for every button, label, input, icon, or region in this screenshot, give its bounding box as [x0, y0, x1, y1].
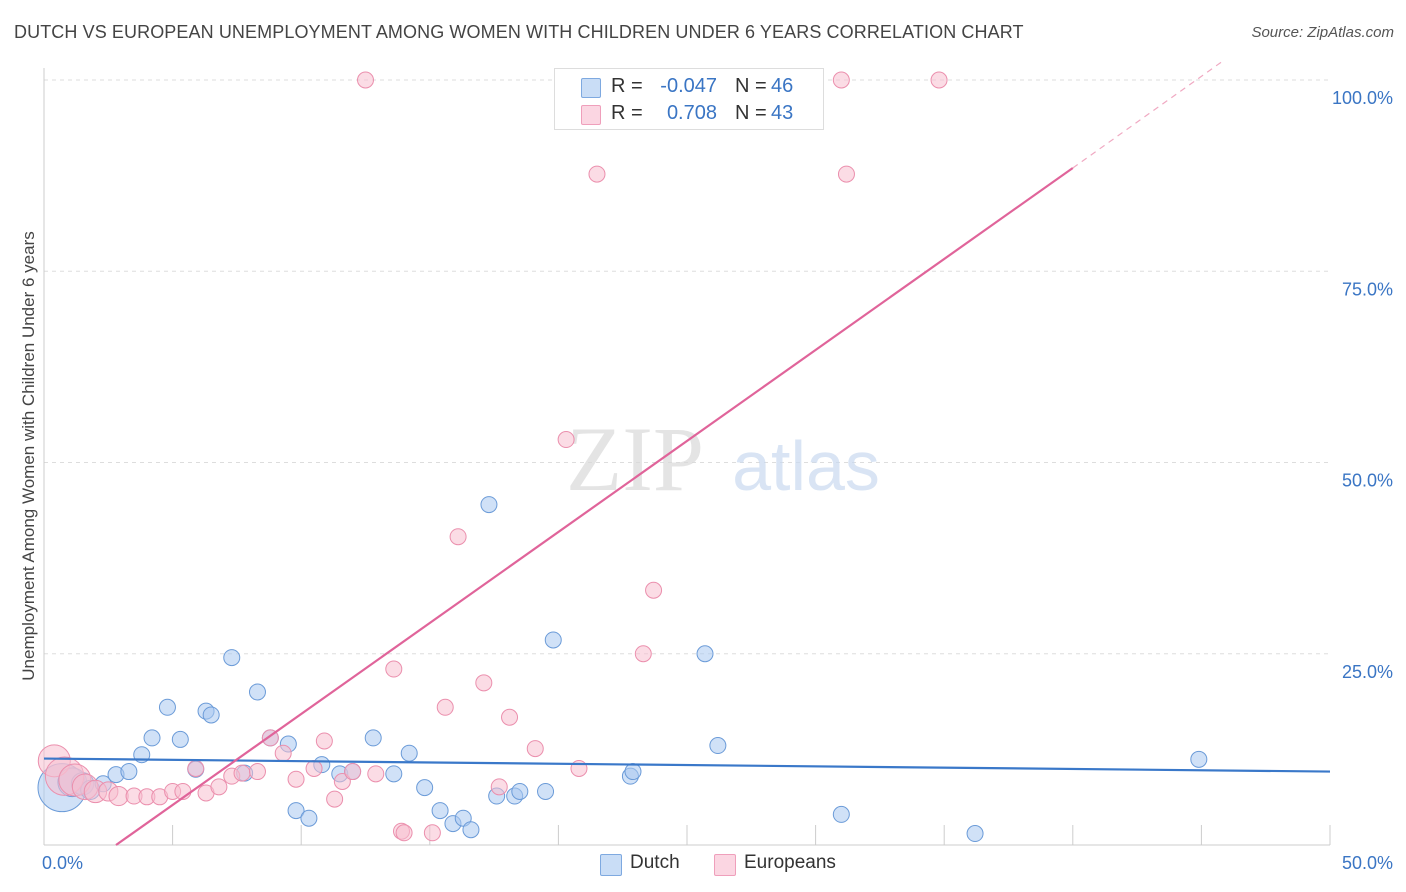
trend-lines: [43, 61, 1331, 846]
dutch-point: [248, 683, 266, 701]
legend-swatch-europeans: [714, 854, 736, 876]
legend-row-dutch: R = -0.047 N = 46: [555, 75, 823, 101]
dutch-point: [120, 763, 138, 781]
legend-n-value: 46: [771, 75, 794, 97]
europeans-point: [645, 581, 663, 599]
dutch-point: [287, 802, 305, 820]
europeans-point: [449, 528, 467, 546]
watermark: ZIP atlas: [566, 408, 880, 510]
legend-label-dutch: Dutch: [630, 852, 680, 873]
y-tick-label: 25.0%: [1342, 662, 1393, 682]
dutch-point: [1190, 750, 1208, 768]
europeans-point: [287, 770, 305, 788]
legend-label-europeans: Europeans: [744, 852, 836, 873]
dutch-point: [462, 821, 480, 839]
europeans-point: [274, 744, 292, 762]
europeans-point: [187, 760, 205, 777]
europeans-point: [108, 785, 129, 807]
y-tick-label: 75.0%: [1342, 279, 1393, 299]
dutch-point: [696, 645, 714, 663]
dutch-point: [202, 706, 220, 724]
legend-n-label: N =: [735, 102, 767, 124]
dutch-point: [158, 698, 176, 716]
europeans-point: [501, 708, 519, 726]
europeans-point: [233, 764, 251, 782]
europeans-point: [634, 645, 652, 663]
gridlines: [44, 79, 1330, 655]
dutch-point: [511, 782, 529, 800]
europeans-point: [832, 71, 850, 89]
y-tick-label: 100.0%: [1332, 88, 1393, 108]
europeans-point: [305, 760, 323, 777]
europeans-point: [423, 824, 441, 842]
legend-r-value: 0.708: [666, 102, 717, 124]
dutch-point: [300, 809, 318, 827]
tick-labels: 25.0% 50.0% 75.0% 100.0% 0.0% 50.0%: [42, 88, 1393, 873]
europeans-point: [315, 732, 333, 750]
legend-r-label: R =: [611, 75, 643, 97]
europeans-point: [436, 698, 454, 716]
dutch-point: [400, 744, 418, 762]
europeans-point: [248, 763, 266, 781]
europeans-point: [475, 674, 493, 692]
europeans-point: [344, 763, 362, 781]
x-tick-label: 50.0%: [1342, 853, 1393, 873]
legend-n-value: 43: [771, 102, 794, 124]
dutch-point: [544, 631, 562, 649]
legend-r-label: R =: [611, 102, 643, 124]
legend-r-value: -0.047: [660, 75, 717, 97]
dutch-point: [832, 805, 850, 823]
europeans-point: [930, 71, 948, 89]
x-tick-label: 0.0%: [42, 853, 83, 873]
dutch-point: [966, 825, 984, 843]
dutch-point: [709, 737, 727, 755]
dutch-point: [143, 729, 161, 747]
y-axis-label: Unemployment Among Women with Children U…: [19, 231, 38, 680]
legend-n-label: N =: [735, 75, 767, 97]
legend-swatch-dutch: [581, 78, 601, 98]
dutch-trend-line: [43, 757, 1331, 773]
dutch-point: [537, 782, 555, 800]
dutch-point: [364, 729, 382, 747]
europeans-points: [37, 71, 948, 842]
europeans-trend-extension: [1072, 61, 1223, 169]
europeans-trend-line: [115, 167, 1074, 846]
europeans-point: [837, 165, 855, 183]
europeans-point: [588, 165, 606, 183]
dutch-point: [624, 763, 642, 781]
europeans-point: [490, 778, 508, 796]
series-legend: Dutch Europeans: [0, 852, 1406, 878]
europeans-point: [557, 431, 575, 449]
dutch-point: [416, 779, 434, 797]
dutch-point: [223, 649, 241, 667]
watermark-atlas: atlas: [732, 427, 880, 505]
legend-swatch-europeans: [581, 105, 601, 125]
axes: [43, 68, 1331, 846]
source-label: Source: ZipAtlas.com: [1251, 24, 1394, 41]
europeans-point: [326, 790, 344, 808]
dutch-point: [385, 765, 403, 783]
legend-row-europeans: R = 0.708 N = 43: [555, 102, 823, 128]
legend-swatch-dutch: [600, 854, 622, 876]
dutch-point: [431, 802, 449, 820]
europeans-point: [210, 778, 228, 796]
correlation-legend: R = -0.047 N = 46 R = 0.708 N = 43: [554, 68, 824, 130]
europeans-point: [395, 824, 413, 842]
dutch-point: [480, 496, 498, 514]
y-tick-label: 50.0%: [1342, 471, 1393, 491]
dutch-point: [171, 730, 189, 748]
europeans-point: [333, 773, 351, 791]
europeans-point: [385, 660, 403, 678]
chart-title: DUTCH VS EUROPEAN UNEMPLOYMENT AMONG WOM…: [14, 22, 1024, 42]
europeans-point: [357, 71, 374, 89]
europeans-point: [367, 765, 385, 783]
watermark-zip: ZIP: [566, 408, 704, 510]
europeans-point: [526, 740, 544, 758]
